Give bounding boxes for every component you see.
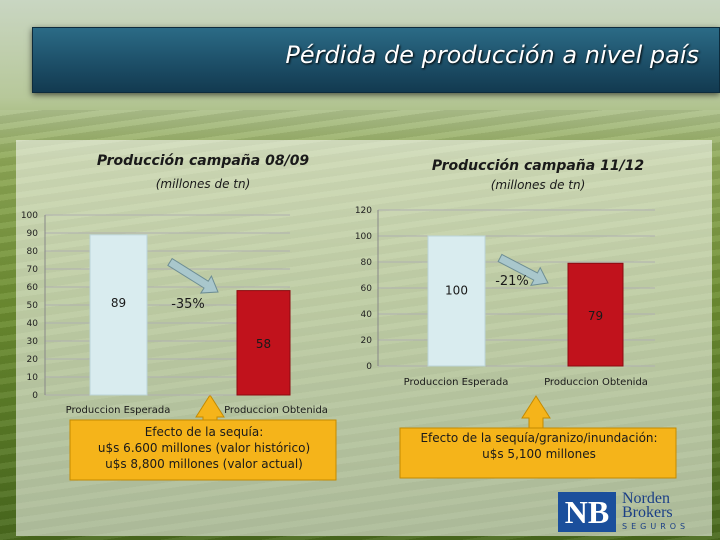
y-tick-08-09: 40	[27, 319, 39, 329]
y-tick-08-09: 60	[27, 283, 39, 293]
data-label-08-09-1: 58	[256, 337, 271, 351]
up-arrow-08-09	[195, 394, 225, 421]
callout-box-08-09	[69, 419, 337, 481]
logo-line2: Brokers	[622, 504, 673, 521]
y-tick-11-12: 20	[361, 336, 373, 346]
y-tick-08-09: 10	[27, 373, 39, 383]
y-tick-11-12: 100	[355, 232, 372, 242]
y-tick-08-09: 90	[27, 229, 39, 239]
y-tick-11-12: 120	[355, 206, 372, 216]
chart-title-11-12: Producción campaña 11/12	[432, 158, 644, 174]
bar-11-12-0	[427, 235, 486, 367]
logo-name: Norden Brokers	[622, 490, 673, 521]
y-tick-11-12: 60	[361, 284, 373, 294]
bar-08-09-1	[236, 290, 291, 396]
callout-08-09: Efecto de la sequía: u$s 6.600 millones …	[74, 424, 334, 472]
callout-11-12-line2: u$s 5,100 millones	[482, 447, 596, 461]
trend-arrow-11-12	[497, 253, 549, 287]
title-bar: Pérdida de producción a nivel país	[32, 27, 720, 93]
page-title: Pérdida de producción a nivel país	[285, 41, 699, 69]
logo-initials: NB	[558, 492, 616, 532]
chart-title-08-09: Producción campaña 08/09	[97, 153, 310, 169]
category-label-08-09-1: Produccion Obtenida	[224, 405, 328, 416]
y-tick-11-12: 40	[361, 310, 373, 320]
y-tick-08-09: 50	[27, 301, 39, 311]
logo-line3: SEGUROS	[622, 522, 690, 531]
y-tick-08-09: 20	[27, 355, 39, 365]
up-arrow-11-12	[521, 395, 551, 429]
callout-11-12: Efecto de la sequía/granizo/inundación: …	[404, 430, 674, 462]
y-tick-08-09: 100	[21, 211, 38, 221]
y-tick-08-09: 30	[27, 337, 39, 347]
callout-08-09-line2: u$s 6.600 millones (valor histórico)	[97, 441, 311, 455]
data-label-11-12-0: 100	[445, 284, 468, 298]
y-tick-11-12: 0	[366, 362, 372, 372]
y-tick-11-12: 80	[361, 258, 373, 268]
data-label-11-12-1: 79	[588, 309, 603, 323]
callout-11-12-line1: Efecto de la sequía/granizo/inundación:	[420, 431, 658, 445]
logo-line1: Norden	[622, 490, 670, 507]
category-label-08-09-0: Produccion Esperada	[66, 405, 171, 416]
chart-subtitle-11-12: (millones de tn)	[491, 178, 586, 192]
y-tick-08-09: 80	[27, 247, 39, 257]
norden-brokers-logo: NB Norden Brokers SEGUROS	[552, 488, 698, 534]
callout-08-09-line1: Efecto de la sequía:	[144, 425, 264, 439]
category-label-11-12-0: Produccion Esperada	[404, 377, 509, 388]
bar-08-09-0	[89, 234, 148, 396]
bar-11-12-1	[567, 262, 624, 367]
callout-08-09-line3: u$s 8,800 millones (valor actual)	[105, 457, 303, 471]
y-tick-08-09: 70	[27, 265, 39, 275]
category-label-11-12-1: Produccion Obtenida	[544, 377, 648, 388]
change-label-11-12: -21%	[495, 274, 529, 289]
change-label-08-09: -35%	[171, 297, 205, 312]
trend-arrow-08-09	[167, 257, 219, 294]
data-label-08-09-0: 89	[111, 296, 126, 310]
y-tick-08-09: 0	[32, 391, 38, 401]
callout-box-11-12	[399, 427, 677, 479]
chart-subtitle-08-09: (millones de tn)	[156, 177, 251, 191]
